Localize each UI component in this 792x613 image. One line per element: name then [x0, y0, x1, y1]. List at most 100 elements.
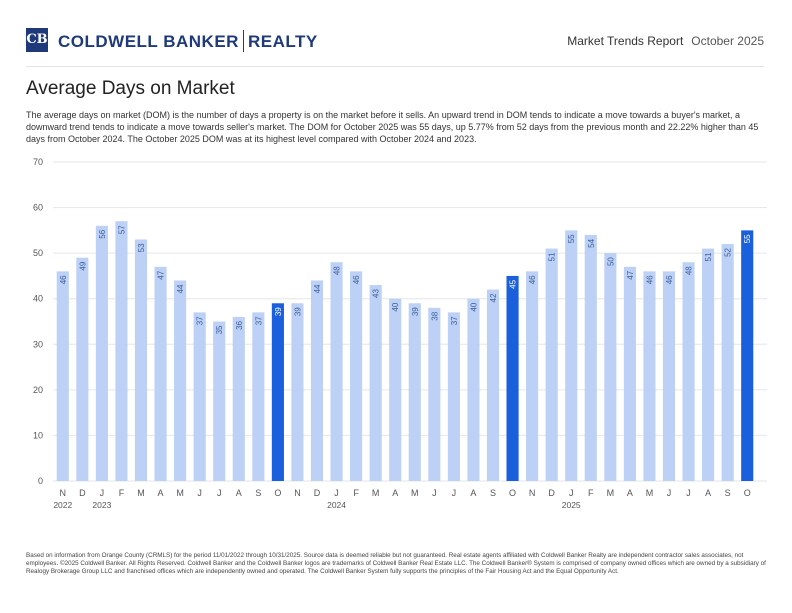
bar-value-label: 37	[254, 316, 263, 325]
bar-value-label: 47	[157, 270, 166, 279]
x-tick-label: A	[392, 488, 398, 498]
bar	[369, 285, 382, 481]
x-tick-label: M	[411, 488, 419, 498]
bar-value-label: 52	[724, 247, 733, 256]
x-tick-label: J	[197, 488, 202, 498]
bar	[213, 321, 226, 481]
bar	[154, 266, 167, 481]
bar	[56, 271, 69, 481]
year-label: 2023	[92, 500, 111, 510]
bar	[350, 271, 363, 481]
bar	[741, 230, 754, 481]
bar	[721, 244, 734, 481]
bar	[643, 271, 656, 481]
x-tick-label: F	[588, 488, 594, 498]
bar-value-label: 35	[215, 325, 224, 334]
bar-value-label: 51	[704, 252, 713, 261]
bar-value-label: 37	[196, 316, 205, 325]
bar-value-label: 47	[626, 270, 635, 279]
bar-value-label: 56	[98, 229, 107, 238]
report-heading: Market Trends Report October 2025	[567, 34, 764, 48]
bar-value-label: 43	[372, 288, 381, 297]
bar	[271, 303, 284, 481]
bar-value-label: 37	[450, 316, 459, 325]
bar-value-label: 49	[78, 261, 87, 270]
bar	[408, 303, 421, 481]
bar	[565, 230, 578, 481]
x-tick-label: A	[627, 488, 633, 498]
brand-name-left: COLDWELL BANKER	[58, 32, 239, 51]
bar-value-label: 40	[469, 302, 478, 311]
bar-value-label: 44	[176, 284, 185, 293]
bar-value-label: 42	[489, 293, 498, 302]
bar-value-label: 51	[548, 252, 557, 261]
year-label: 2022	[53, 500, 72, 510]
x-tick-label: S	[490, 488, 496, 498]
bar-value-label: 46	[665, 275, 674, 284]
x-tick-label: N	[529, 488, 536, 498]
bar	[545, 248, 558, 481]
y-tick-label: 70	[33, 157, 43, 167]
bar-value-label: 46	[528, 275, 537, 284]
x-tick-label: S	[255, 488, 261, 498]
brand-name: COLDWELL BANKER REALTY	[58, 30, 318, 52]
bar-value-label: 50	[606, 257, 615, 266]
x-tick-label: M	[137, 488, 145, 498]
bar	[291, 303, 304, 481]
year-label: 2024	[327, 500, 346, 510]
x-tick-label: O	[509, 488, 516, 498]
header: CB COLDWELL BANKER REALTY Market Trends R…	[0, 0, 792, 66]
bar	[486, 289, 500, 481]
coldwell-banker-logo-icon: CB	[26, 28, 48, 52]
x-tick-label: D	[314, 488, 321, 498]
x-tick-label: J	[100, 488, 105, 498]
bar-value-label: 39	[274, 307, 283, 316]
x-tick-label: J	[217, 488, 222, 498]
x-tick-label: M	[372, 488, 380, 498]
bar-value-label: 46	[59, 275, 68, 284]
bar-value-label: 57	[117, 225, 126, 234]
x-tick-label: A	[705, 488, 711, 498]
year-label: 2025	[562, 500, 581, 510]
footer-disclaimer: Based on information from Orange County …	[26, 552, 766, 575]
x-tick-label: F	[353, 488, 359, 498]
bar	[584, 234, 597, 481]
bar	[682, 262, 695, 481]
bar	[467, 298, 480, 481]
x-tick-label: M	[176, 488, 184, 498]
bar	[174, 280, 187, 481]
bar-value-label: 46	[352, 275, 361, 284]
bar-value-label: 48	[685, 266, 694, 275]
description: The average days on market (DOM) is the …	[26, 110, 759, 145]
x-tick-label: J	[432, 488, 437, 498]
bar-value-label: 45	[509, 279, 518, 288]
y-tick-label: 20	[33, 385, 43, 395]
x-tick-label: A	[236, 488, 242, 498]
bar-value-label: 55	[743, 234, 752, 243]
y-tick-label: 30	[33, 339, 43, 349]
bar	[95, 225, 108, 481]
bar	[428, 307, 441, 481]
bar	[604, 253, 617, 481]
x-tick-label: N	[294, 488, 301, 498]
bar	[330, 262, 343, 481]
bar-value-label: 39	[411, 307, 420, 316]
bar-value-label: 46	[645, 275, 654, 284]
bar	[76, 257, 89, 481]
x-tick-label: N	[60, 488, 67, 498]
x-tick-label: A	[158, 488, 164, 498]
report-title: Market Trends Report	[567, 34, 684, 48]
bar-value-label: 38	[430, 311, 439, 320]
bar	[252, 312, 265, 481]
x-tick-label: D	[79, 488, 86, 498]
bar-value-label: 48	[333, 266, 342, 275]
bar	[702, 248, 715, 481]
bar	[389, 298, 402, 481]
bar	[506, 275, 519, 481]
bar-value-label: 44	[313, 284, 322, 293]
bar-value-label: 40	[391, 302, 400, 311]
x-tick-label: J	[667, 488, 672, 498]
bar	[193, 312, 206, 481]
x-tick-label: J	[334, 488, 339, 498]
bar	[115, 221, 128, 481]
